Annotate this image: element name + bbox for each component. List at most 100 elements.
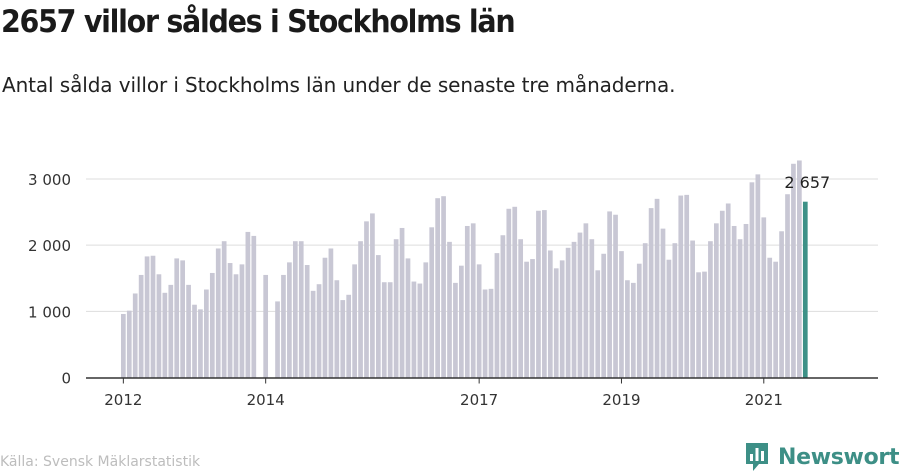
bar bbox=[370, 213, 375, 378]
bar bbox=[387, 282, 393, 378]
bar bbox=[773, 261, 778, 378]
bar bbox=[204, 289, 209, 378]
bar bbox=[666, 259, 672, 378]
x-axis: 2012 2014 2017 2019 2021 bbox=[86, 377, 878, 409]
bar bbox=[304, 265, 310, 378]
bar bbox=[198, 309, 203, 378]
bar bbox=[470, 223, 476, 378]
bar bbox=[435, 198, 440, 378]
bar bbox=[714, 223, 719, 378]
bar bbox=[536, 210, 541, 378]
bar bbox=[589, 239, 595, 378]
bar bbox=[678, 195, 684, 378]
y-tick-label: 0 bbox=[61, 370, 71, 388]
bar bbox=[275, 301, 280, 378]
brand-logo: Newsworthy bbox=[745, 441, 900, 473]
bar bbox=[447, 241, 452, 378]
bar bbox=[227, 263, 233, 378]
newsworthy-logo-icon bbox=[746, 443, 768, 471]
bars bbox=[121, 160, 808, 378]
bar bbox=[233, 274, 239, 378]
bar bbox=[636, 263, 642, 378]
bar bbox=[263, 274, 269, 378]
bar bbox=[719, 210, 725, 378]
bar bbox=[310, 290, 316, 378]
bar bbox=[761, 217, 767, 378]
bar bbox=[625, 280, 630, 378]
bar bbox=[725, 203, 731, 378]
bar bbox=[281, 274, 286, 378]
bar bbox=[696, 272, 701, 378]
bar bbox=[648, 208, 654, 378]
bar bbox=[785, 194, 790, 378]
bar bbox=[607, 211, 612, 378]
bar bbox=[654, 198, 660, 378]
bar bbox=[708, 241, 713, 378]
bar bbox=[186, 284, 191, 378]
bar bbox=[126, 310, 132, 378]
bar bbox=[239, 264, 245, 378]
bar bbox=[506, 208, 512, 378]
bar bbox=[767, 257, 773, 378]
bar bbox=[352, 264, 357, 378]
bar bbox=[245, 231, 251, 378]
bar bbox=[429, 227, 435, 378]
bar bbox=[417, 283, 423, 378]
bar bbox=[488, 288, 494, 378]
bar bbox=[132, 293, 138, 378]
bar bbox=[150, 255, 156, 378]
bar bbox=[571, 241, 577, 378]
bar bbox=[524, 261, 529, 378]
bar bbox=[565, 247, 571, 378]
bar bbox=[168, 284, 174, 378]
annotations: 2 657 bbox=[784, 173, 830, 192]
bar bbox=[192, 304, 197, 378]
bar bbox=[138, 274, 144, 378]
bar bbox=[690, 240, 695, 378]
bar bbox=[287, 262, 292, 378]
bar bbox=[731, 225, 737, 378]
y-tick-label: 2 000 bbox=[28, 237, 71, 255]
bar bbox=[583, 223, 589, 378]
bar bbox=[542, 210, 547, 378]
bar bbox=[459, 265, 464, 378]
bar bbox=[613, 214, 618, 378]
bar bbox=[518, 239, 524, 378]
brand-name: Newsworthy bbox=[778, 444, 900, 470]
bar bbox=[328, 248, 334, 378]
x-tick-label: 2021 bbox=[745, 391, 783, 409]
bar bbox=[405, 258, 411, 378]
bar bbox=[156, 274, 162, 378]
bar bbox=[619, 251, 624, 378]
bar bbox=[749, 182, 755, 378]
bar bbox=[209, 272, 215, 378]
bar bbox=[174, 258, 180, 378]
bar bbox=[411, 281, 417, 378]
bar bbox=[381, 282, 387, 378]
bar bbox=[737, 239, 743, 378]
bar bbox=[601, 253, 607, 378]
bar bbox=[358, 241, 363, 378]
highlight-value-label: 2 657 bbox=[784, 173, 830, 192]
bar bbox=[494, 253, 500, 378]
source-note: Källa: Svensk Mäklarstatistik bbox=[0, 454, 201, 470]
y-tick-label: 1 000 bbox=[28, 303, 71, 321]
bar bbox=[180, 260, 185, 378]
bar bbox=[482, 289, 488, 378]
bar bbox=[322, 257, 328, 378]
bar bbox=[162, 292, 168, 378]
bar bbox=[340, 300, 346, 378]
bar bbox=[316, 284, 322, 378]
bar bbox=[547, 250, 553, 378]
chart-title: 2657 villor såldes i Stockholms län bbox=[1, 4, 516, 40]
bar bbox=[423, 262, 429, 378]
bar bbox=[476, 264, 482, 378]
bar bbox=[393, 239, 399, 378]
bar bbox=[121, 313, 126, 378]
bar bbox=[702, 271, 707, 378]
bar bbox=[334, 280, 340, 378]
bar bbox=[292, 241, 298, 378]
y-axis-labels: 0 1 000 2 000 3 000 bbox=[28, 171, 71, 388]
bar bbox=[298, 241, 304, 378]
